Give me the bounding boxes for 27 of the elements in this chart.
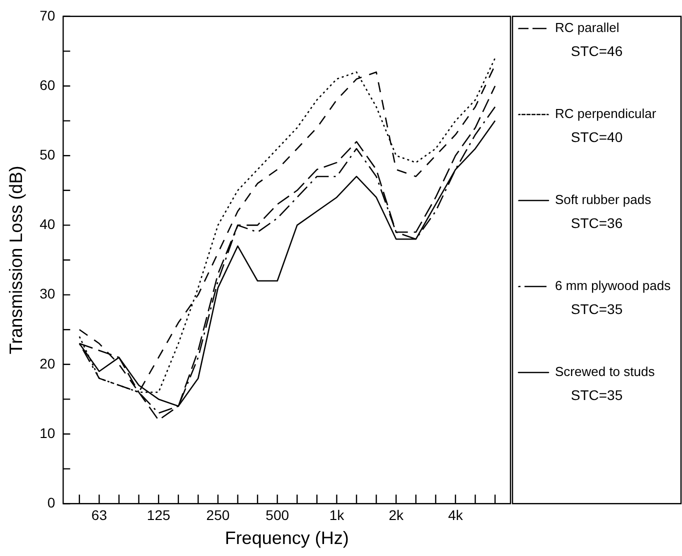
- x-tick-label: 4k: [448, 506, 464, 523]
- legend-label: Screwed to studs: [555, 364, 656, 380]
- y-tick-label: 30: [40, 286, 56, 302]
- text: STC=36: [570, 214, 623, 231]
- y-axis-title: Transmission Loss (dB): [6, 166, 26, 354]
- y-tick-label: 50: [40, 146, 56, 162]
- x-axis-title: Frequency (Hz): [224, 528, 349, 548]
- y-tick-label: 20: [40, 355, 56, 372]
- legend-label: RC parallel: [555, 20, 620, 36]
- y-tick-label: 0: [47, 494, 56, 510]
- y-tick-label: 10: [40, 424, 56, 441]
- y-tick-label: 70: [40, 7, 56, 24]
- x-tick-label: 63: [91, 506, 108, 523]
- x-tick-label: 1k: [329, 506, 346, 523]
- y-tick-label: 40: [40, 216, 56, 232]
- legend-label: 6 mm plywood pads: [555, 278, 672, 294]
- text: STC=35: [570, 386, 623, 403]
- x-tick-label: 500: [266, 506, 290, 523]
- y-tick-label: 60: [40, 76, 56, 93]
- x-tick-label: 250: [206, 506, 230, 523]
- text: STC=35: [570, 300, 623, 317]
- text: STC=46: [570, 42, 623, 59]
- text: STC=40: [570, 128, 623, 145]
- legend-label: RC perpendicular: [555, 106, 657, 122]
- x-tick-label: 125: [146, 506, 170, 523]
- x-tick-label: 2k: [388, 506, 404, 523]
- legend-label: Soft rubber pads: [555, 192, 652, 208]
